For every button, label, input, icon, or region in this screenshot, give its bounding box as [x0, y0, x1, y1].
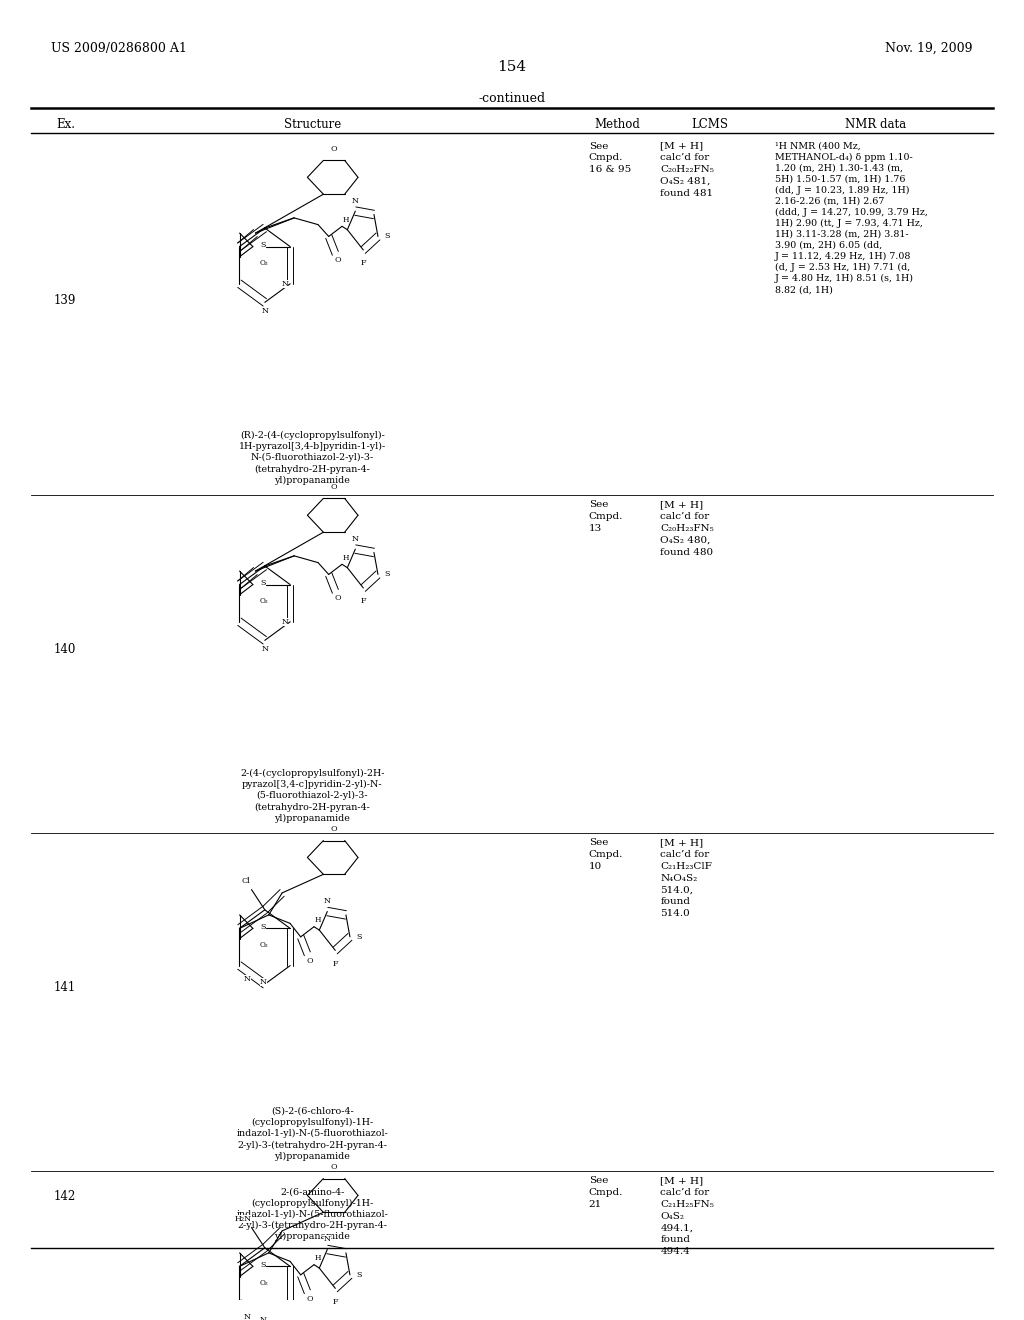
Text: S: S — [385, 570, 390, 578]
Text: O₂: O₂ — [259, 1279, 268, 1287]
Text: F: F — [333, 960, 338, 968]
Text: N: N — [352, 197, 358, 205]
Text: N: N — [244, 1313, 251, 1320]
Text: O: O — [331, 1163, 337, 1171]
Text: N: N — [352, 535, 358, 543]
Text: NMR data: NMR data — [845, 119, 906, 131]
Text: O₂: O₂ — [259, 941, 268, 949]
Text: S: S — [261, 579, 266, 587]
Text: N: N — [324, 898, 331, 906]
Text: S: S — [385, 232, 390, 240]
Text: F: F — [360, 260, 366, 268]
Text: [M + H]
calc’d for
C₂₁H₂₅FN₅
O₄S₂
494.1,
found
494.4: [M + H] calc’d for C₂₁H₂₅FN₅ O₄S₂ 494.1,… — [660, 1176, 715, 1257]
Text: F: F — [333, 1298, 338, 1305]
Text: US 2009/0286800 A1: US 2009/0286800 A1 — [51, 42, 187, 54]
Text: O: O — [306, 957, 313, 965]
Text: S: S — [356, 933, 362, 941]
Text: N: N — [324, 1236, 331, 1243]
Text: N: N — [260, 978, 267, 986]
Text: 141: 141 — [53, 981, 76, 994]
Text: 2-(6-amino-4-
(cyclopropylsulfonyl)-1H-
indazol-1-yl)-N-(5-fluorothiazol-
2-yl)-: 2-(6-amino-4- (cyclopropylsulfonyl)-1H- … — [237, 1188, 388, 1241]
Text: See
Cmpd.
16 & 95: See Cmpd. 16 & 95 — [589, 141, 631, 174]
Text: O₂: O₂ — [259, 598, 268, 606]
Text: N: N — [261, 644, 268, 653]
Text: O: O — [331, 145, 337, 153]
Text: 142: 142 — [53, 1191, 76, 1203]
Text: 140: 140 — [53, 643, 76, 656]
Text: H₂N: H₂N — [234, 1216, 252, 1224]
Text: See
Cmpd.
13: See Cmpd. 13 — [589, 500, 624, 533]
Text: O: O — [335, 256, 341, 264]
Text: ¹H NMR (400 Mz,
METHANOL-d₄) δ ppm 1.10-
1.20 (m, 2H) 1.30-1.43 (m,
5H) 1.50-1.5: ¹H NMR (400 Mz, METHANOL-d₄) δ ppm 1.10-… — [775, 141, 928, 294]
Text: [M + H]
calc’d for
C₂₀H₂₃FN₅
O₄S₂ 480,
found 480: [M + H] calc’d for C₂₀H₂₃FN₅ O₄S₂ 480, f… — [660, 500, 714, 557]
Text: F: F — [360, 598, 366, 606]
Text: O: O — [331, 825, 337, 833]
Text: N: N — [244, 975, 251, 983]
Text: LCMS: LCMS — [691, 119, 728, 131]
Text: Structure: Structure — [284, 119, 341, 131]
Text: 2-(4-(cyclopropylsulfonyl)-2H-
pyrazol[3,4-c]pyridin-2-yl)-N-
(5-fluorothiazol-2: 2-(4-(cyclopropylsulfonyl)-2H- pyrazol[3… — [240, 768, 385, 822]
Text: 139: 139 — [53, 294, 76, 308]
Text: [M + H]
calc’d for
C₂₁H₂₃ClF
N₄O₄S₂
514.0,
found
514.0: [M + H] calc’d for C₂₁H₂₃ClF N₄O₄S₂ 514.… — [660, 838, 713, 919]
Text: N: N — [261, 306, 268, 314]
Text: Ex.: Ex. — [56, 119, 76, 131]
Text: S: S — [261, 1261, 266, 1269]
Text: O: O — [335, 594, 341, 602]
Text: See
Cmpd.
10: See Cmpd. 10 — [589, 838, 624, 871]
Text: S: S — [261, 242, 266, 249]
Text: -continued: -continued — [478, 92, 546, 106]
Text: N: N — [282, 618, 289, 626]
Text: O: O — [306, 1295, 313, 1303]
Text: S: S — [261, 923, 266, 931]
Text: [M + H]
calc’d for
C₂₀H₂₂FN₅
O₄S₂ 481,
found 481: [M + H] calc’d for C₂₀H₂₂FN₅ O₄S₂ 481, f… — [660, 141, 715, 198]
Text: (S)-2-(6-chloro-4-
(cyclopropylsulfonyl)-1H-
indazol-1-yl)-N-(5-fluorothiazol-
2: (S)-2-(6-chloro-4- (cyclopropylsulfonyl)… — [237, 1106, 388, 1160]
Text: 154: 154 — [498, 59, 526, 74]
Text: Cl: Cl — [242, 876, 251, 886]
Text: H: H — [314, 916, 322, 924]
Text: See
Cmpd.
21: See Cmpd. 21 — [589, 1176, 624, 1209]
Text: O₂: O₂ — [259, 260, 268, 268]
Text: Nov. 19, 2009: Nov. 19, 2009 — [886, 42, 973, 54]
Text: S: S — [356, 1271, 362, 1279]
Text: (R)-2-(4-(cyclopropylsulfonyl)-
1H-pyrazol[3,4-b]pyridin-1-yl)-
N-(5-fluorothiaz: (R)-2-(4-(cyclopropylsulfonyl)- 1H-pyraz… — [239, 430, 386, 484]
Text: N: N — [260, 1316, 267, 1320]
Text: H: H — [314, 1254, 322, 1262]
Text: O: O — [331, 483, 337, 491]
Text: Method: Method — [595, 119, 640, 131]
Text: H: H — [343, 553, 349, 561]
Text: H: H — [343, 215, 349, 223]
Text: N: N — [282, 280, 289, 288]
